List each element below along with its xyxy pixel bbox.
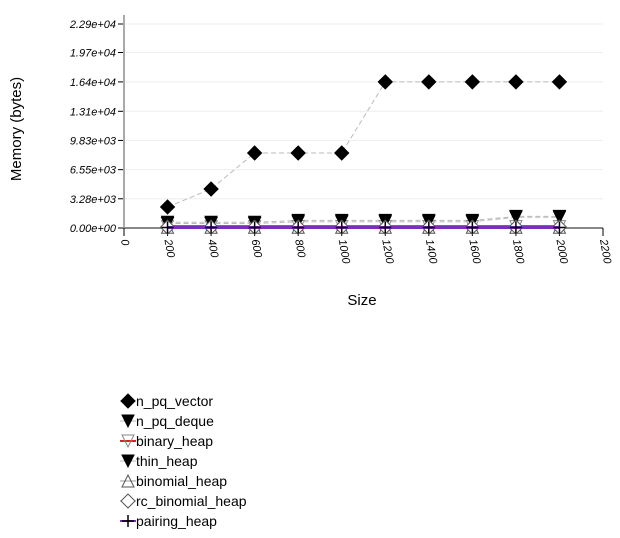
x-tick-label: 1000 — [336, 238, 352, 265]
data-point — [122, 515, 134, 527]
x-axis-label: Size — [347, 292, 376, 309]
data-point — [553, 221, 566, 234]
x-tick-label: 2000 — [553, 237, 569, 265]
data-point — [290, 145, 306, 161]
data-point — [466, 221, 479, 234]
data-point — [248, 221, 261, 234]
legend-label: binary_heap — [136, 433, 213, 449]
data-point — [159, 199, 176, 215]
x-tick-label: 800 — [292, 238, 307, 259]
legend-item: n_pq_deque — [120, 413, 214, 429]
data-point — [509, 221, 522, 234]
data-point — [121, 414, 135, 429]
data-point — [335, 221, 348, 234]
x-tick-label: 2200 — [597, 237, 613, 265]
legend-item: pairing_heap — [120, 513, 217, 529]
x-tick-label: 400 — [205, 238, 220, 259]
legend-item: binary_heap — [120, 433, 213, 449]
data-point — [120, 493, 136, 509]
series-line — [167, 215, 560, 223]
y-axis-label: Memory (bytes) — [8, 77, 25, 181]
data-point — [421, 74, 437, 90]
x-tick-label: 1600 — [466, 238, 482, 265]
y-tick-label: 9.83e+03 — [70, 135, 117, 147]
y-tick-label: 0.00e+00 — [70, 223, 117, 235]
legend-item: n_pq_vector — [120, 393, 213, 409]
x-tick-label: 1200 — [379, 238, 395, 265]
legend-label: rc_binomial_heap — [136, 493, 247, 509]
data-point — [508, 74, 524, 90]
x-tick-label: 600 — [249, 238, 264, 259]
data-point — [552, 210, 567, 225]
legend-item: rc_binomial_heap — [120, 493, 247, 509]
x-tick-label: 1400 — [423, 238, 439, 265]
y-tick-label: 2.29e+04 — [69, 19, 116, 31]
data-point — [464, 74, 481, 90]
data-point — [161, 221, 174, 234]
series-n_pq_vector — [159, 74, 568, 215]
x-tick-label: 0 — [118, 238, 131, 247]
data-point — [246, 145, 263, 161]
y-tick-label: 1.97e+04 — [70, 48, 116, 60]
y-tick-label: 1.64e+04 — [70, 77, 116, 89]
data-point — [509, 210, 523, 225]
data-point — [120, 393, 136, 409]
x-tick-label: 200 — [161, 237, 176, 259]
x-tick-label: 1800 — [510, 238, 526, 265]
y-tick-label: 1.31e+04 — [70, 106, 116, 118]
legend-label: thin_heap — [136, 453, 198, 469]
series-line — [167, 81, 560, 208]
data-point — [203, 181, 219, 197]
data-point — [121, 454, 135, 469]
legend-label: pairing_heap — [136, 513, 217, 529]
data-point — [377, 74, 393, 90]
data-point — [205, 221, 218, 234]
data-point — [121, 434, 135, 449]
data-point — [121, 473, 135, 488]
legend-label: n_pq_vector — [136, 393, 213, 409]
y-tick-label: 6.55e+03 — [70, 165, 117, 177]
data-point — [334, 145, 350, 161]
data-point — [292, 221, 305, 234]
series-pairing_heap — [161, 221, 566, 234]
legend-label: n_pq_deque — [136, 413, 214, 429]
y-tick-label: 3.28e+03 — [70, 194, 117, 206]
data-point — [379, 221, 392, 234]
legend-item: thin_heap — [120, 453, 198, 469]
data-point — [422, 221, 435, 234]
data-point — [551, 74, 568, 90]
legend-label: binomial_heap — [136, 473, 227, 489]
series-line — [167, 216, 560, 225]
legend-item: binomial_heap — [120, 473, 227, 489]
